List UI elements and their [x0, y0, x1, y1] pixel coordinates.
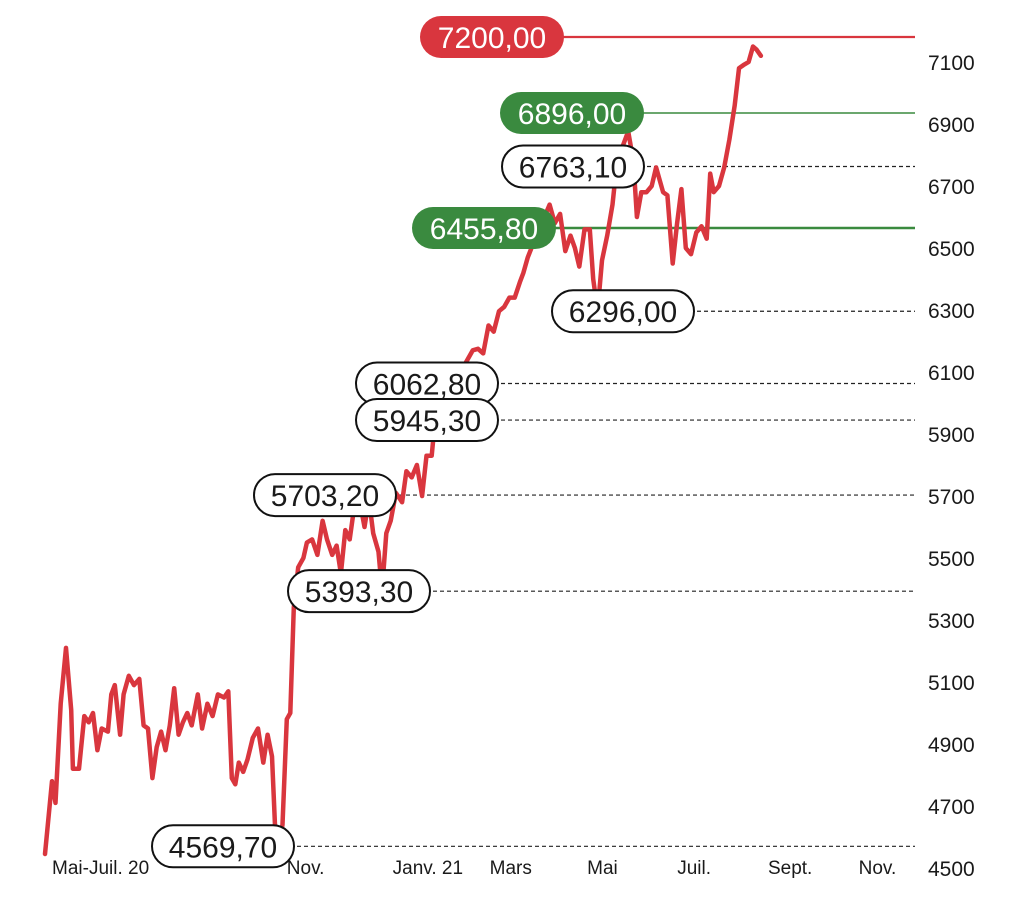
y-tick-label: 6500	[928, 238, 975, 261]
value-label-pill	[412, 207, 556, 249]
value-label-pill	[151, 824, 295, 869]
y-tick-label: 5900	[928, 424, 975, 447]
y-tick-label: 4900	[928, 734, 975, 757]
y-tick-label: 4500	[928, 858, 975, 881]
y-axis: 4500 4700 4900 5100 5300 5500 5700 5900 6100 6300…	[928, 52, 975, 881]
value-label: 5393,30	[287, 569, 431, 614]
x-tick-label: Mai-Juil. 20	[52, 858, 149, 879]
y-tick-label: 6300	[928, 300, 975, 323]
value-label-pill	[420, 16, 564, 58]
value-label-text: 5393,30	[305, 576, 413, 609]
value-label-pill	[355, 398, 499, 443]
x-tick-label: Sept.	[768, 858, 812, 879]
x-tick-label: Mars	[490, 858, 532, 879]
index-price-line	[42, 44, 764, 857]
value-label-text: 6896,00	[518, 98, 626, 131]
value-label: 6296,00	[551, 289, 695, 334]
value-label: 4569,70	[151, 824, 295, 869]
y-tick-label: 4700	[928, 796, 975, 819]
value-label: 6896,00	[500, 92, 644, 134]
value-label-text: 5945,30	[373, 405, 481, 438]
x-tick-label: Nov.	[287, 858, 325, 879]
value-label-text: 6296,00	[569, 296, 677, 329]
value-label-text: 5703,20	[271, 480, 379, 513]
x-tick-label: Mai	[587, 858, 618, 879]
y-tick-label: 7100	[928, 52, 975, 75]
y-tick-label: 5100	[928, 672, 975, 695]
series-layer	[42, 44, 764, 857]
x-axis: Mai-Juil. 20 Nov. Janv. 21 Mars Mai Juil. Sept…	[52, 858, 896, 879]
value-label-text: 6455,80	[430, 213, 538, 246]
y-tick-label: 5300	[928, 610, 975, 633]
value-label: 5703,20	[253, 473, 397, 518]
value-label-text: 7200,00	[438, 22, 546, 55]
y-tick-label: 5500	[928, 548, 975, 571]
value-label: 7200,00	[420, 16, 564, 58]
y-tick-label: 5700	[928, 486, 975, 509]
value-label-text: 6062,80	[373, 368, 481, 401]
value-label-pill	[500, 92, 644, 134]
value-label-pill	[501, 144, 645, 189]
value-label-text: 4569,70	[169, 831, 277, 864]
value-label: 6763,10	[501, 144, 645, 189]
x-tick-label: Juil.	[677, 858, 711, 879]
y-tick-label: 6100	[928, 362, 975, 385]
value-label-pill	[287, 569, 431, 614]
reference-lines	[290, 35, 915, 847]
y-tick-label: 6900	[928, 114, 975, 137]
x-tick-label: Janv. 21	[393, 858, 463, 879]
value-label: 5945,30	[355, 398, 499, 443]
value-label-pill	[551, 289, 695, 334]
x-tick-label: Nov.	[859, 858, 897, 879]
value-label: 6062,80	[355, 361, 499, 406]
value-label-text: 6763,10	[519, 151, 627, 184]
y-tick-label: 6700	[928, 176, 975, 199]
value-label-pill	[253, 473, 397, 518]
annotation-labels: 7200,00 6896,00 6763,10 6455,80 6296,00 6062,…	[151, 16, 695, 869]
value-label: 6455,80	[412, 207, 556, 249]
